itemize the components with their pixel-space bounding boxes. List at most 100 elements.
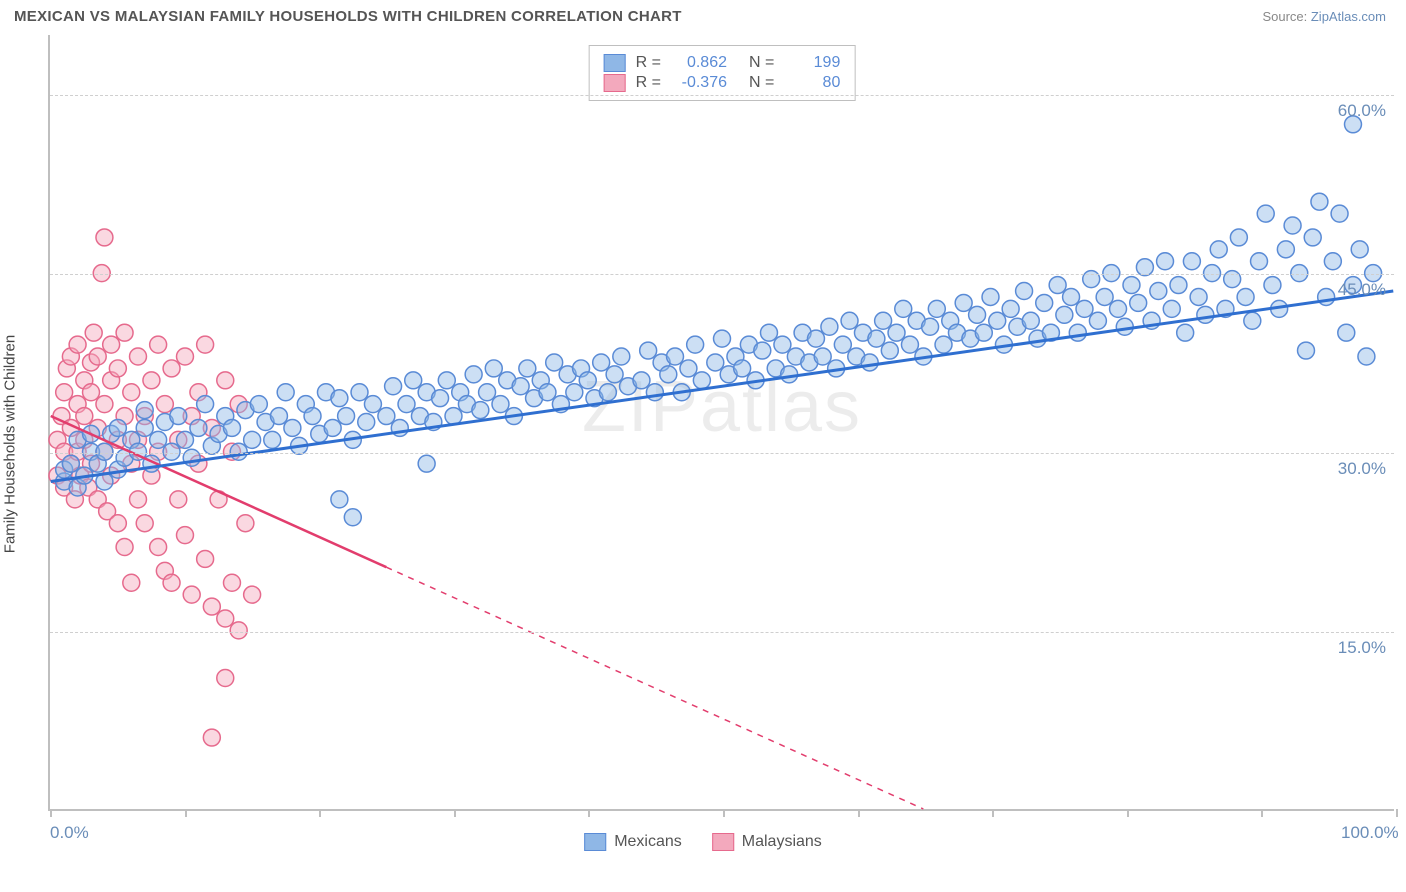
n-value-malaysians: 80 [784, 74, 840, 92]
point-malaysians [136, 515, 153, 532]
point-mexicans [640, 342, 657, 359]
point-mexicans [928, 300, 945, 317]
r-label: R = [636, 74, 661, 92]
legend-row-malaysians: R = -0.376 N = 80 [604, 74, 841, 92]
point-mexicans [324, 419, 341, 436]
source-link[interactable]: ZipAtlas.com [1311, 9, 1386, 24]
series-label-malaysians: Malaysians [742, 833, 822, 851]
n-value-mexicans: 199 [784, 54, 840, 72]
point-mexicans [244, 431, 261, 448]
point-mexicans [1298, 342, 1315, 359]
point-mexicans [1002, 300, 1019, 317]
point-mexicans [136, 419, 153, 436]
point-mexicans [418, 455, 435, 472]
point-mexicans [479, 384, 496, 401]
point-malaysians [69, 336, 86, 353]
point-mexicans [1022, 312, 1039, 329]
point-mexicans [331, 491, 348, 508]
point-malaysians [123, 384, 140, 401]
point-mexicans [613, 348, 630, 365]
point-mexicans [264, 431, 281, 448]
point-malaysians [109, 515, 126, 532]
point-mexicans [1277, 241, 1294, 258]
point-mexicans [270, 408, 287, 425]
source-attribution: Source: ZipAtlas.com [1262, 9, 1386, 24]
point-mexicans [579, 372, 596, 389]
point-mexicans [861, 354, 878, 371]
point-mexicans [1338, 324, 1355, 341]
point-mexicans [1089, 312, 1106, 329]
point-mexicans [633, 372, 650, 389]
point-mexicans [761, 324, 778, 341]
point-mexicans [1358, 348, 1375, 365]
point-mexicans [1177, 324, 1194, 341]
point-malaysians [177, 348, 194, 365]
point-malaysians [83, 384, 100, 401]
x-tick [588, 809, 590, 817]
point-mexicans [982, 288, 999, 305]
point-mexicans [734, 360, 751, 377]
point-mexicans [197, 396, 214, 413]
point-malaysians [103, 336, 120, 353]
point-malaysians [96, 229, 113, 246]
point-mexicans [163, 443, 180, 460]
x-tick [1261, 809, 1263, 817]
swatch-malaysians-icon [604, 74, 626, 92]
r-label: R = [636, 54, 661, 72]
point-mexicans [1318, 288, 1335, 305]
point-mexicans [687, 336, 704, 353]
point-mexicans [445, 408, 462, 425]
x-tick [454, 809, 456, 817]
point-mexicans [1197, 306, 1214, 323]
point-mexicans [1324, 253, 1341, 270]
x-tick [858, 809, 860, 817]
point-mexicans [774, 336, 791, 353]
legend-item-malaysians: Malaysians [712, 833, 822, 851]
point-mexicans [432, 390, 449, 407]
swatch-malaysians-icon [712, 833, 734, 851]
point-mexicans [170, 408, 187, 425]
point-mexicans [1210, 241, 1227, 258]
point-mexicans [1230, 229, 1247, 246]
point-mexicans [1351, 241, 1368, 258]
x-tick [319, 809, 321, 817]
point-mexicans [834, 336, 851, 353]
point-mexicans [1284, 217, 1301, 234]
point-malaysians [223, 574, 240, 591]
y-tick-label: 30.0% [1338, 459, 1386, 479]
x-tick [185, 809, 187, 817]
point-mexicans [599, 384, 616, 401]
point-mexicans [1304, 229, 1321, 246]
point-malaysians [156, 396, 173, 413]
point-mexicans [781, 366, 798, 383]
point-mexicans [841, 312, 858, 329]
point-mexicans [1264, 277, 1281, 294]
x-tick-label: 100.0% [1341, 823, 1399, 843]
r-value-mexicans: 0.862 [671, 54, 727, 72]
point-malaysians [183, 586, 200, 603]
point-malaysians [116, 539, 133, 556]
point-mexicans [680, 360, 697, 377]
point-malaysians [197, 336, 214, 353]
point-mexicans [821, 318, 838, 335]
point-mexicans [512, 378, 529, 395]
point-mexicans [1237, 288, 1254, 305]
point-malaysians [96, 396, 113, 413]
point-mexicans [96, 443, 113, 460]
point-mexicans [807, 330, 824, 347]
point-mexicans [1244, 312, 1261, 329]
point-mexicans [1016, 283, 1033, 300]
y-tick-label: 60.0% [1338, 101, 1386, 121]
point-mexicans [277, 384, 294, 401]
point-mexicans [606, 366, 623, 383]
plot-svg [50, 35, 1394, 809]
point-malaysians [116, 324, 133, 341]
point-mexicans [398, 396, 415, 413]
point-mexicans [1257, 205, 1274, 222]
point-mexicans [472, 402, 489, 419]
point-malaysians [130, 348, 147, 365]
legend-row-mexicans: R = 0.862 N = 199 [604, 54, 841, 72]
point-malaysians [163, 360, 180, 377]
point-mexicans [358, 414, 375, 431]
gridline-h [50, 95, 1394, 96]
